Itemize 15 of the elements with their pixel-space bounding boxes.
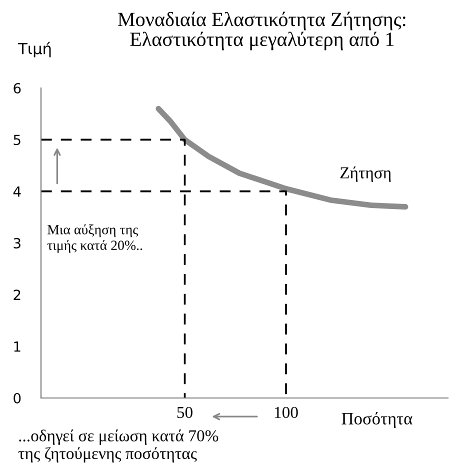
y-tick-label: 4 [13, 186, 21, 197]
y-tick-label: 2 [14, 290, 20, 300]
y-tick-label: 1 [14, 341, 20, 352]
series-label: Ζήτηση [340, 166, 391, 182]
text: ...οδηγεί σε μείωση κατά 70% της ζητούμενης ποσότητας [18, 430, 218, 463]
y-axis-title: Τιμή [18, 42, 51, 58]
y-tick-label: 6 [14, 82, 21, 94]
x-tick-label: 50 [177, 406, 192, 418]
y-tick-label: 0 [14, 392, 21, 404]
y-tick-label: 3 [14, 238, 20, 248]
x-axis-title: Ποσότητα [342, 412, 412, 428]
chart-title: Μοναδιαία Ελαστικότητα Ζήτησης: Ελαστικότητα μεγαλύτερη από 1 [118, 12, 406, 50]
x-tick-label: 100 [274, 406, 298, 418]
annotation: Μια αύξηση της τιμής κατά 20%.. [47, 224, 142, 253]
y-tick-label: 5 [14, 134, 20, 146]
